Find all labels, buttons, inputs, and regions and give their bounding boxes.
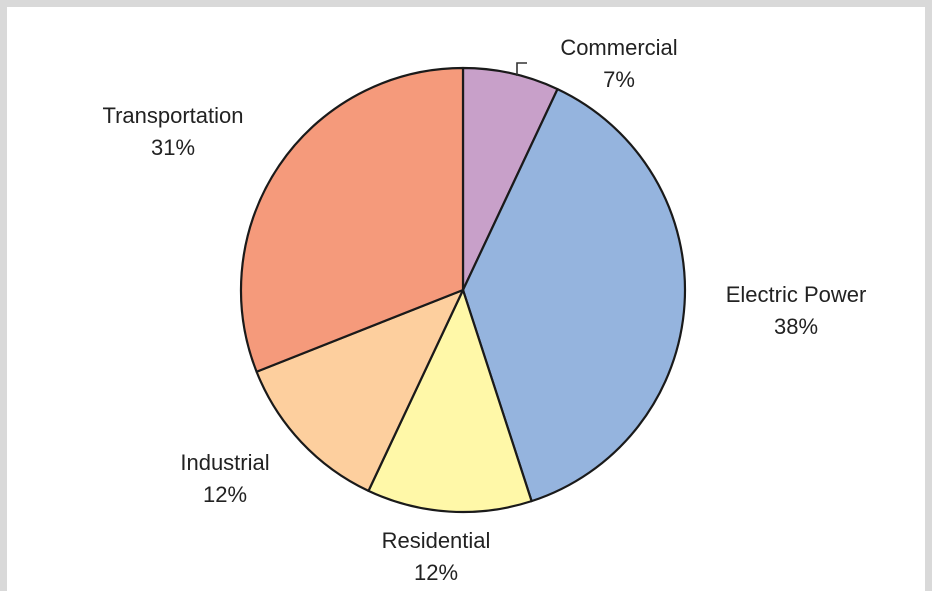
slice-percent-residential: 12%: [414, 560, 458, 585]
slices-layer: [239, 66, 687, 514]
slice-label-residential: Residential: [382, 528, 491, 553]
pie-slice-residential: [367, 288, 533, 514]
pie-slice-transportation: [239, 66, 465, 373]
slice-label-electric-power: Electric Power: [726, 282, 867, 307]
slice-percent-electric-power: 38%: [774, 314, 818, 339]
slice-label-industrial: Industrial: [180, 450, 269, 475]
slice-label-commercial: Commercial: [560, 35, 677, 60]
commercial-leader-line: [516, 62, 527, 76]
slice-label-transportation: Transportation: [102, 103, 243, 128]
pie-slice-industrial: [255, 288, 465, 492]
pie-slice-electric-power: [461, 88, 687, 503]
slice-percent-transportation: 31%: [151, 135, 195, 160]
slice-percent-industrial: 12%: [203, 482, 247, 507]
labels-layer: Commercial 7% Electric Power 38% Residen…: [102, 35, 866, 585]
slice-percent-commercial: 7%: [603, 67, 635, 92]
